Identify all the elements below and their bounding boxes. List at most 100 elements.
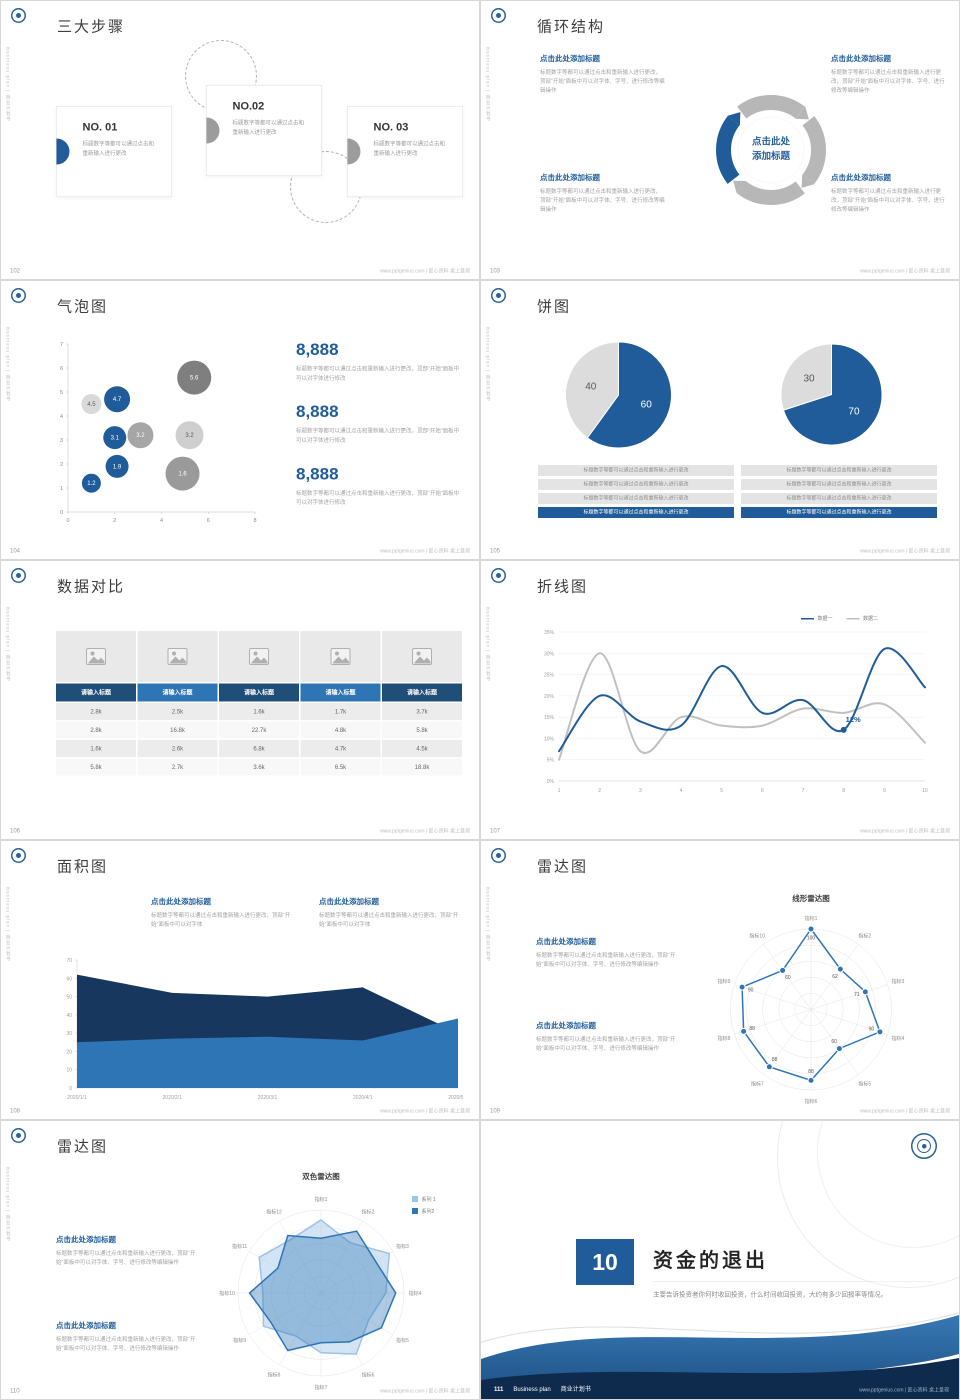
- table-cell: 3.6k: [219, 758, 299, 776]
- bubble-chart: 0 1 2 3 4 5 6 7 0 2 4 6 8 4.5 4.7 5.6 3.1 3.2 3.2 1.9 1.6 1.2: [60, 342, 257, 524]
- picture-icon: [330, 648, 351, 665]
- table-row: 2.8k 2.5k 1.6k 1.7k 3.7k: [56, 703, 462, 720]
- svg-text:指标1: 指标1: [315, 1196, 328, 1203]
- sidebar-watermark: Business plan | 商业计划书: [485, 607, 491, 683]
- legend-swatch: [412, 1195, 418, 1202]
- block-title: 点击此处添加标题: [56, 1321, 117, 1331]
- slide-106[interactable]: Business plan | 商业计划书 数据对比 请输入标题 请输入标题 请…: [1, 561, 479, 839]
- column-header: 请输入标题: [300, 683, 381, 702]
- brand-logo-core: [921, 1143, 927, 1149]
- block-title: 点击此处添加标题: [831, 173, 892, 183]
- svg-text:6: 6: [60, 366, 63, 372]
- column-header: 请输入标题: [137, 683, 218, 702]
- table-row: 2.8k 16.8k 22.7k 4.8k 5.8k: [56, 721, 462, 739]
- svg-text:1.2: 1.2: [87, 481, 96, 487]
- brand-logo-icon: [11, 8, 26, 23]
- svg-text:3: 3: [639, 788, 642, 794]
- page-number: 105: [490, 547, 501, 554]
- block-title: 点击此处添加标题: [540, 173, 601, 183]
- svg-text:指标5: 指标5: [396, 1337, 409, 1344]
- cycle-center-label: 点击此处 添加标题: [731, 135, 811, 164]
- table-cell: 1.6k: [219, 703, 299, 720]
- slide-105[interactable]: Business plan | 商业计划书 饼图 60 40 70 30 标题数字等…: [481, 281, 959, 559]
- stat-description: 标题数字等都可以通过点击和重新输入进行更改，顶部“开始”面板中可以对字体进行修改: [296, 428, 460, 444]
- brand-logo-icon: [491, 568, 506, 583]
- brand-logo-core: [16, 573, 21, 578]
- svg-text:指标5: 指标5: [858, 1081, 871, 1088]
- slide-102[interactable]: Business plan | 商业计划书 三大步骤 NO. 01 标题数字等都…: [1, 1, 479, 279]
- page-number: 102: [10, 267, 21, 274]
- page-title: 雷达图: [57, 1138, 108, 1156]
- watermark: www.pptgenius.com | 匠心资料 桌上呈现: [860, 268, 950, 275]
- legend-label: 数据二: [863, 616, 878, 622]
- step-card-1: NO. 01 标题数字等都可以通过点击和重新输入进行更改: [56, 106, 172, 197]
- svg-text:指标1: 指标1: [805, 915, 818, 922]
- stat-value: 8,888: [296, 464, 339, 484]
- brand-logo-core: [496, 573, 501, 578]
- cycle-block-bottom-left: 点击此处添加标题 标题数字等都可以通过点击和重新输入进行更改，顶部“开始”面板中…: [540, 172, 665, 214]
- svg-text:指标6: 指标6: [362, 1371, 375, 1378]
- block-title: 点击此处添加标题: [540, 54, 601, 64]
- page-title: 折线图: [537, 578, 588, 596]
- image-placeholder-row: [56, 631, 462, 682]
- wave-decoration: [481, 1312, 959, 1399]
- table-cell: 4.5k: [382, 740, 462, 757]
- svg-text:62: 62: [832, 974, 838, 980]
- pie-chart-right: 70 30: [780, 343, 883, 446]
- svg-text:40: 40: [585, 381, 597, 392]
- slide-110[interactable]: Business plan | 商业计划书 雷达图 双色雷达图 系列 1 系列2…: [1, 1121, 479, 1399]
- svg-text:70: 70: [66, 958, 72, 964]
- cycle-center-line1: 点击此处: [751, 136, 790, 148]
- cycle-center-line2: 添加标题: [751, 150, 790, 162]
- block-description: 标题数字等都可以通过点击和重新输入进行更改，顶部“开始”面板中可以对字体、字号、…: [540, 69, 665, 94]
- svg-text:2020/4/1: 2020/4/1: [353, 1095, 373, 1101]
- chart-heading-block: 点击此处添加标题 标题数字等都可以通过点击和重新输入进行更改，顶部“开始”面板中…: [151, 896, 301, 929]
- legend-item: 数据一: [801, 614, 833, 622]
- slide-108[interactable]: Business plan | 商业计划书 面积图 点击此处添加标题 标题数字等…: [1, 841, 479, 1119]
- svg-text:0%: 0%: [547, 779, 555, 785]
- table-cell: 1.7k: [300, 703, 381, 720]
- svg-text:2: 2: [60, 462, 63, 468]
- slide-103[interactable]: Business plan | 商业计划书 循环结构 点击此处 添加标题 点击此…: [481, 1, 959, 279]
- slide-104[interactable]: Business plan | 商业计划书 气泡图 0 1 2 3 4 5 6 7 0 2 4 6 8 4…: [1, 281, 479, 559]
- text-block: 点击此处添加标题 标题数字等都可以通过点击和重新输入进行更改，顶部“开始”面板中…: [536, 1020, 677, 1053]
- table-cell: 2.5k: [137, 703, 218, 720]
- legend-swatch: [412, 1207, 418, 1214]
- table-cell: 3.7k: [382, 703, 462, 720]
- svg-text:6: 6: [207, 518, 210, 524]
- sidebar-watermark: Business plan | 商业计划书: [5, 47, 11, 123]
- sidebar-watermark: Business plan | 商业计划书: [485, 47, 491, 123]
- image-placeholder: [300, 631, 381, 682]
- svg-text:12%: 12%: [846, 715, 861, 724]
- pie-legend-rows-left: 标题数字等都可以通过点击和重新输入进行更改 标题数字等都可以通过点击和重新输入进…: [538, 465, 734, 521]
- legend-item: 系列2: [412, 1207, 436, 1215]
- legend-label: 数据一: [817, 616, 833, 622]
- svg-text:2: 2: [598, 788, 601, 794]
- svg-text:4: 4: [160, 518, 163, 524]
- slide-111[interactable]: 10 资金的退出 主要告诉投资者你何时收回投资，什么时间收回投资，大约有多少回报…: [481, 1121, 959, 1399]
- svg-text:90: 90: [869, 1027, 875, 1033]
- cycle-block-top-left: 点击此处添加标题 标题数字等都可以通过点击和重新输入进行更改，顶部“开始”面板中…: [540, 53, 665, 95]
- section-number: 10: [576, 1239, 634, 1285]
- svg-text:指标6: 指标6: [805, 1098, 818, 1105]
- step-marker: [347, 138, 361, 165]
- brand-logo-core: [16, 1133, 21, 1138]
- stat-description: 标题数字等都可以通过点击和重新输入进行更改，顶部“开始”面板中可以对字体进行修改: [296, 490, 460, 506]
- svg-text:4.7: 4.7: [113, 397, 122, 403]
- step-marker: [206, 117, 220, 144]
- watermark: www.pptgenius.com | 匠心资料 桌上呈现: [380, 828, 470, 835]
- svg-text:5%: 5%: [547, 758, 555, 764]
- brand-logo-core: [496, 293, 501, 298]
- brand-logo-core: [16, 13, 21, 18]
- slide-107[interactable]: Business plan | 商业计划书 折线图 数据一 数据二 0% 5% 10…: [481, 561, 959, 839]
- divider-footer: 111 Business plan 商业计划书: [494, 1385, 591, 1394]
- svg-text:4: 4: [680, 788, 683, 794]
- svg-text:2020/2/1: 2020/2/1: [163, 1095, 183, 1101]
- svg-text:指标7: 指标7: [315, 1384, 328, 1391]
- step-marker: [56, 138, 70, 165]
- comparison-table: 请输入标题 请输入标题 请输入标题 请输入标题 请输入标题 2.8k 2.5k …: [56, 631, 462, 777]
- slide-109[interactable]: Business plan | 商业计划书 雷达图 线形雷达图 点击此处添加标题…: [481, 841, 959, 1119]
- step-card-3: NO. 03 标题数字等都可以通过点击和重新输入进行更改: [347, 106, 463, 197]
- block-description: 标题数字等都可以通过点击和重新输入进行更改，顶部“开始”面板中可以对字体、字号、…: [56, 1250, 196, 1266]
- chart-heading-block: 点击此处添加标题 标题数字等都可以通过点击和重新输入进行更改，顶部“开始”面板中…: [319, 896, 463, 929]
